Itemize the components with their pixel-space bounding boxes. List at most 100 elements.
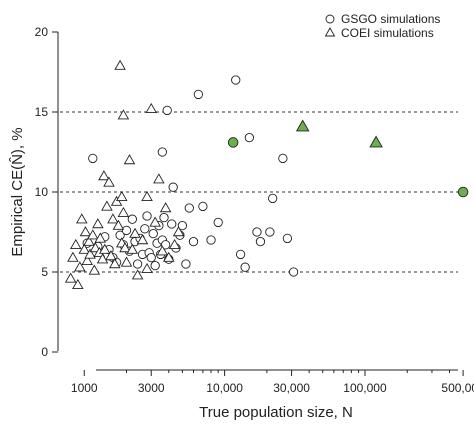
coei-point xyxy=(75,213,88,224)
coei-point xyxy=(172,226,185,237)
coei-point xyxy=(141,262,153,273)
gsgo-point xyxy=(167,219,177,229)
x-tick-label: 10,000 xyxy=(206,381,243,395)
gsgo-point xyxy=(181,259,191,269)
gsgo-point xyxy=(231,75,241,85)
coei-point xyxy=(87,229,99,240)
coei-point xyxy=(123,154,136,165)
gsgo-point xyxy=(278,153,288,164)
coei-point xyxy=(117,109,130,120)
coei-point xyxy=(78,243,91,254)
coei-point xyxy=(136,234,149,245)
x-tick-label: 1000 xyxy=(71,381,98,395)
coei-point xyxy=(103,176,115,187)
coei-point-highlighted xyxy=(369,135,383,148)
coei-point xyxy=(153,173,165,184)
coei-point xyxy=(64,272,77,283)
coei-point xyxy=(120,256,133,267)
coei-point xyxy=(98,170,110,181)
gsgo-point xyxy=(168,182,178,192)
gsgo-point xyxy=(132,259,143,269)
coei-point xyxy=(168,238,181,250)
coei-point xyxy=(98,243,111,254)
gsgo-point xyxy=(150,260,160,271)
y-axis-title: Empirical CE(N̂), % xyxy=(9,127,26,256)
coei-point xyxy=(81,254,94,265)
gsgo-point xyxy=(288,267,299,277)
gsgo-point xyxy=(265,227,275,237)
gsgo-point xyxy=(88,153,98,164)
coei-point xyxy=(83,235,95,246)
gsgo-point xyxy=(244,132,254,143)
gsgo-point xyxy=(206,235,216,245)
y-tick-label: 5 xyxy=(41,265,48,279)
coei-point xyxy=(107,213,119,224)
legend-triangle-marker xyxy=(324,27,336,37)
gsgo-point xyxy=(282,233,293,244)
gsgo-point xyxy=(240,262,250,272)
coei-point xyxy=(145,102,158,114)
coei-point xyxy=(92,218,104,229)
gsgo-point-highlighted xyxy=(227,137,239,148)
coei-point xyxy=(131,269,144,280)
x-tick-label: 3000 xyxy=(138,381,165,395)
points xyxy=(64,59,469,289)
gsgo-point xyxy=(177,220,188,231)
coei-point xyxy=(67,251,79,262)
coei-point xyxy=(79,226,92,237)
coei-point xyxy=(88,264,101,275)
gsgo-point xyxy=(188,236,199,247)
legend-label-gsgo: GSGO simulations xyxy=(341,12,440,26)
coei-point xyxy=(129,227,141,238)
gsgo-point xyxy=(162,105,172,116)
gsgo-point xyxy=(146,252,156,263)
gsgo-point xyxy=(235,249,246,260)
coei-point xyxy=(141,190,153,202)
coei-point xyxy=(101,200,113,211)
coei-point xyxy=(84,248,96,259)
coei-point xyxy=(117,206,130,218)
x-tick-label: 30,000 xyxy=(273,381,310,395)
coei-point xyxy=(115,190,128,202)
coei-point xyxy=(126,243,139,254)
gsgo-point xyxy=(252,227,262,237)
gsgo-point xyxy=(157,147,167,157)
coei-point xyxy=(96,253,109,264)
x-tick-label: 100,000 xyxy=(343,381,387,395)
y-tick-label: 20 xyxy=(35,25,49,39)
coei-point xyxy=(119,242,131,253)
y-tick-label: 15 xyxy=(35,105,49,119)
coei-point xyxy=(159,202,172,213)
gsgo-point xyxy=(193,89,204,100)
gsgo-point xyxy=(115,230,125,240)
gsgo-point xyxy=(121,225,132,236)
coei-point xyxy=(105,250,117,261)
legend-label-coei: COEI simulations xyxy=(341,26,434,40)
y-tick-label: 0 xyxy=(41,345,48,359)
gsgo-point xyxy=(159,212,169,223)
x-tick-label: 500,000 xyxy=(441,381,474,395)
coei-point xyxy=(74,261,86,272)
gsgo-point xyxy=(127,214,137,224)
coei-point xyxy=(109,258,121,269)
coei-point xyxy=(112,219,125,230)
gsgo-point xyxy=(140,224,150,234)
coei-point xyxy=(69,238,82,250)
coei-point xyxy=(94,232,107,243)
x-axis-title: True population size, N xyxy=(199,404,353,421)
gsgo-point xyxy=(213,217,223,228)
coei-point xyxy=(72,278,84,289)
gsgo-point xyxy=(160,240,171,250)
legend-circle-marker xyxy=(325,14,335,24)
reference-lines xyxy=(60,111,458,273)
gsgo-point-highlighted xyxy=(457,186,469,198)
coei-point-highlighted xyxy=(295,119,310,132)
gsgo-point xyxy=(255,236,266,247)
coei-point xyxy=(149,216,161,227)
gsgo-point xyxy=(148,228,158,239)
coei-point xyxy=(162,251,175,262)
gsgo-point xyxy=(184,203,194,213)
coei-point xyxy=(156,245,169,256)
coei-point xyxy=(114,59,126,70)
